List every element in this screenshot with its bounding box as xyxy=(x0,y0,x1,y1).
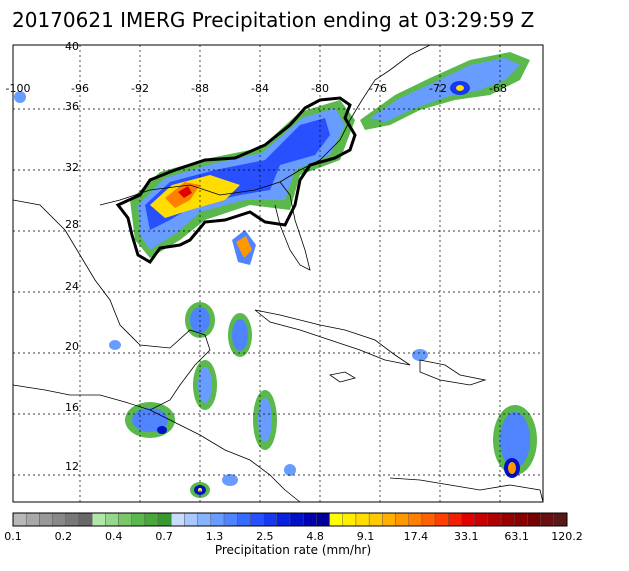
colorbar-tick-label: 0.2 xyxy=(54,530,73,543)
colorbar-swatch xyxy=(355,512,370,527)
colorbar-tick-label: 33.1 xyxy=(454,530,479,543)
latitude-labels: 40 36 32 28 24 20 16 12 xyxy=(65,40,79,473)
lon-label: -92 xyxy=(131,82,149,95)
lon-label: -96 xyxy=(71,82,89,95)
colorbar-swatch xyxy=(421,512,436,527)
lon-label: -84 xyxy=(251,82,269,95)
colorbar-swatch xyxy=(434,512,449,527)
coastlines xyxy=(12,44,544,503)
colorbar-swatch xyxy=(316,512,330,527)
colorbar-tick-label: 120.2 xyxy=(551,530,583,543)
colorbar-tick-label: 63.1 xyxy=(504,530,529,543)
colorbar-tick-label: 1.3 xyxy=(205,530,224,543)
lat-label: 40 xyxy=(65,40,79,53)
colorbar-swatch xyxy=(12,512,27,527)
colorbar-swatch xyxy=(250,512,264,527)
colorbar-tick-label: 2.5 xyxy=(256,530,274,543)
colorbar-swatch xyxy=(78,512,93,527)
colorbar-swatch xyxy=(302,512,317,527)
colorbar-swatch xyxy=(527,512,541,527)
colorbar-swatch xyxy=(289,512,304,527)
lat-label: 16 xyxy=(65,401,79,414)
colorbar-swatch xyxy=(382,512,396,527)
colorbar-swatch xyxy=(39,512,53,527)
colorbar-swatch xyxy=(131,512,146,527)
colorbar-tick-label: 17.4 xyxy=(403,530,429,543)
lon-label: -88 xyxy=(191,82,209,95)
colorbar-swatch xyxy=(237,512,251,527)
lon-label: -72 xyxy=(429,82,447,95)
colorbar-swatch xyxy=(118,512,132,527)
colorbar-swatch xyxy=(500,512,515,527)
colorbar-swatch xyxy=(408,512,423,527)
gulf-system-outline xyxy=(115,96,357,264)
map-title: 20170621 IMERG Precipitation ending at 0… xyxy=(12,8,535,32)
colorbar-swatch xyxy=(553,512,568,527)
precipitation-field-caribbean xyxy=(14,91,537,498)
colorbar-tick-label: 0.1 xyxy=(4,530,22,543)
colorbar-swatch xyxy=(197,512,212,527)
colorbar-swatch xyxy=(395,512,409,527)
colorbar-swatch xyxy=(474,512,489,527)
precipitation-field-atlantic xyxy=(360,52,530,130)
colorbar-swatch xyxy=(25,512,40,527)
colorbar-swatch xyxy=(210,512,225,527)
lon-label: -80 xyxy=(311,82,329,95)
precipitation-field-gulf xyxy=(130,100,355,265)
colorbar-tick-label: 0.7 xyxy=(155,530,173,543)
colorbar-swatch xyxy=(184,512,198,527)
lat-label: 20 xyxy=(65,340,79,353)
lon-label: -76 xyxy=(369,82,387,95)
colorbar-swatch xyxy=(105,512,119,527)
lon-label: -100 xyxy=(6,82,31,95)
lat-label: 28 xyxy=(65,218,79,231)
colorbar-title: Precipitation rate (mm/hr) xyxy=(214,543,372,557)
colorbar-swatch xyxy=(223,512,238,527)
colorbar-swatch xyxy=(329,512,343,527)
lon-label: -68 xyxy=(489,82,507,95)
colorbar-swatch xyxy=(263,512,278,527)
colorbar-swatch xyxy=(540,512,555,527)
lat-label: 32 xyxy=(65,161,79,174)
colorbar-swatch xyxy=(157,512,172,527)
colorbar-swatch xyxy=(514,512,528,527)
lat-label: 36 xyxy=(65,100,79,113)
colorbar-swatch xyxy=(65,512,80,527)
colorbar-swatch xyxy=(448,512,462,527)
colorbar-swatch xyxy=(342,512,357,527)
colorbar-swatch xyxy=(171,512,185,527)
colorbar-swatch xyxy=(487,512,502,527)
colorbar-swatch xyxy=(52,512,66,527)
lat-label: 24 xyxy=(65,280,79,293)
colorbar-swatch xyxy=(368,512,383,527)
colorbar-tick-label: 4.8 xyxy=(306,530,324,543)
colorbar-swatch xyxy=(144,512,159,527)
longitude-labels: -100 -96 -92 -88 -84 -80 -76 -72 -68 xyxy=(6,82,507,95)
lat-label: 12 xyxy=(65,460,79,473)
colorbar-swatch xyxy=(461,512,475,527)
grid-lines xyxy=(13,45,543,502)
colorbar xyxy=(12,512,568,527)
colorbar-frame xyxy=(12,512,568,527)
colorbar-tick-label: 9.1 xyxy=(356,530,375,543)
colorbar-swatch xyxy=(276,512,291,527)
colorbar-tick-label: 0.4 xyxy=(104,530,123,543)
colorbar-swatch xyxy=(91,512,106,527)
